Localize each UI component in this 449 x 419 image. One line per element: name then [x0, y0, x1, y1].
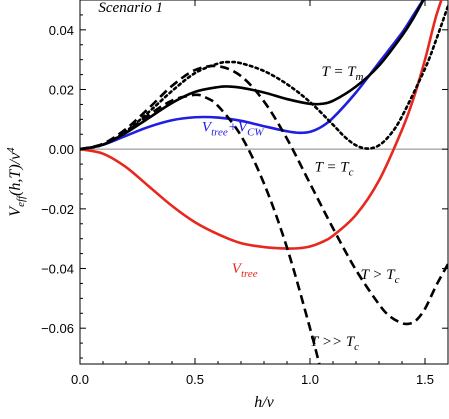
- series-line-5: [80, 93, 321, 364]
- x-tick-label: 0.5: [186, 372, 204, 387]
- plot-area: [79, 0, 449, 365]
- series-layer: [80, 0, 448, 364]
- series-line-4: [80, 64, 448, 326]
- svg-text:Veff(h,T)/v4: Veff(h,T)/v4: [5, 147, 27, 217]
- ticks-layer: 0.0 0.5 1.0 1.5 0.04 0.02 0.00 −0.02 −0.04 −0.06: [41, 0, 448, 387]
- y-tick-label: −0.02: [41, 202, 74, 217]
- annotation-2: T = Tc: [315, 160, 354, 179]
- y-axis-label: Veff(h,T)/v4: [5, 147, 27, 217]
- series-line-2: [80, 0, 425, 151]
- x-axis-label: h/v: [254, 394, 274, 411]
- annotation-6: Vtree+VCW: [202, 119, 265, 138]
- annotation-4: T >> Tc: [310, 334, 359, 353]
- y-tick-label: −0.06: [41, 321, 74, 336]
- y-tick-label: 0.02: [49, 83, 74, 98]
- y-tick-label: 0.04: [49, 23, 74, 38]
- series-line-3: [80, 4, 448, 151]
- annotation-1: T = Tm: [322, 64, 364, 83]
- y-tick-label: −0.04: [41, 262, 74, 277]
- series-line-0: [80, 0, 443, 250]
- x-tick-label: 1.0: [301, 372, 319, 387]
- annotation-3: T > Tc: [361, 267, 400, 286]
- annotation-5: Vtree: [232, 261, 258, 280]
- annotation-layer: Scenario 1 T = Tm T = Tc T > Tc T >> Tc Vtree…: [98, 0, 399, 353]
- x-tick-label: 1.5: [416, 372, 434, 387]
- annotation-0: Scenario 1: [98, 0, 163, 16]
- series-line-1: [80, 0, 425, 151]
- y-tick-label: 0.00: [49, 142, 74, 157]
- x-tick-label: 0.0: [71, 372, 89, 387]
